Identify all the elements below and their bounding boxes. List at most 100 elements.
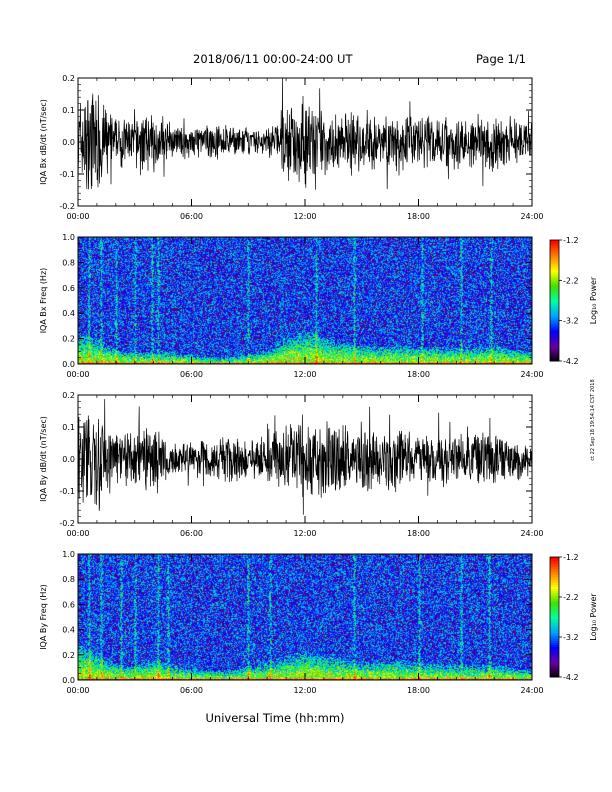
colorbar-segment: [550, 288, 559, 291]
colorbar-tick-label: -4.2: [563, 357, 579, 366]
series-line-2: [77, 399, 533, 515]
colorbar-segment: [550, 661, 559, 664]
colorbar-segment: [550, 563, 559, 566]
y-tick-label: 0.0: [62, 455, 75, 464]
x-tick-label: 00:00: [66, 370, 89, 379]
colorbar-segment: [550, 334, 559, 338]
colorbar-segment: [550, 302, 559, 306]
colorbar-segment: [550, 623, 559, 626]
y-tick-label: -0.2: [59, 519, 75, 528]
colorbar-segment: [550, 310, 559, 314]
colorbar-segment: [550, 300, 559, 304]
colorbar-segment: [550, 585, 559, 588]
colorbar-segment: [550, 292, 559, 295]
colorbar-segment: [550, 272, 559, 275]
colorbar-segment: [550, 258, 559, 261]
y-tick-label: 0.2: [62, 335, 75, 344]
colorbar-segment: [550, 565, 559, 568]
colorbar-segment: [550, 270, 559, 273]
y-tick-label: -0.1: [59, 487, 75, 496]
colorbar-segment: [550, 256, 559, 259]
x-tick-label: 06:00: [180, 529, 203, 538]
colorbar-segment: [550, 655, 559, 658]
colorbar-segment: [550, 244, 559, 247]
series-line-0: [77, 77, 533, 192]
x-tick-label: 12:00: [293, 370, 316, 379]
colorbar-segment: [550, 663, 559, 666]
axes-2: 00:00 06:00 12:00 18:00 24:00 0.2 0.1 0.0 -0.1 -0…: [39, 391, 544, 538]
colorbar-segment: [550, 314, 559, 318]
colorbar-segment: [550, 601, 559, 604]
colorbar-segment: [550, 619, 559, 622]
colorbar-segment: [550, 306, 559, 310]
y-tick-label: 0.1: [62, 106, 75, 115]
colorbar-segment: [550, 294, 559, 297]
colorbar-segment: [550, 597, 559, 600]
colorbar-segment: [550, 659, 559, 662]
colorbar-segment: [550, 575, 559, 578]
colorbar-segment: [550, 583, 559, 586]
y-tick-label: 0.4: [62, 309, 75, 318]
colorbar-segment: [550, 593, 559, 596]
colorbar-segment: [550, 262, 559, 265]
colorbar-segment: [550, 647, 559, 650]
y-tick-label: 0.4: [62, 626, 75, 635]
colorbar-segment: [550, 611, 559, 614]
colorbar-segment: [550, 324, 559, 328]
colorbar-segment: [550, 573, 559, 576]
colorbar-segment: [550, 653, 559, 656]
y-tick-label: 0.0: [62, 676, 75, 685]
colorbar-segment: [550, 633, 559, 636]
colorbar-segment: [550, 591, 559, 594]
x-tick-label: 18:00: [407, 212, 430, 221]
colorbar-segment: [550, 356, 559, 360]
colorbar-segment: [550, 603, 559, 606]
x-tick-label: 24:00: [520, 370, 543, 379]
colorbar-segment: [550, 328, 559, 332]
colorbar-tick-label: -2.2: [563, 593, 579, 602]
colorbar-segment: [550, 254, 559, 257]
page-indicator: Page 1/1: [476, 52, 527, 66]
colorbar-segment: [550, 332, 559, 336]
y-tick-label: 0.0: [62, 138, 75, 147]
y-tick-label: 0.2: [62, 651, 75, 660]
axes-1: 00:00 06:00 12:00 18:00 24:00 1.0 0.8 0.6 0.4 0.2…: [39, 233, 544, 379]
colorbar-segment: [550, 296, 559, 299]
colorbar-segment: [550, 617, 559, 620]
x-tick-label: 18:00: [407, 529, 430, 538]
colorbar-segment: [550, 649, 559, 652]
y-axis-label: IQA By dB/dt (nT/sec): [39, 416, 48, 502]
colorbar-segment: [550, 276, 559, 279]
colorbar-segment: [550, 667, 559, 670]
colorbar-segment: [550, 264, 559, 267]
colorbar-segment: [550, 613, 559, 616]
colorbar-segment: [550, 557, 559, 560]
y-tick-label: 0.8: [62, 258, 75, 267]
colorbar-segment: [550, 242, 559, 245]
x-tick-label: 06:00: [180, 370, 203, 379]
colorbar-1: -1.2 -2.2 -3.2 -4.2 Log₁₀ Power: [549, 236, 598, 366]
colorbar-segment: [550, 567, 559, 570]
colorbar-label: Log₁₀ Power: [589, 593, 598, 641]
colorbar-segment: [550, 298, 559, 301]
y-axis-label: IQA Bx dB/dt (nT/sec): [39, 99, 48, 185]
colorbar-segment: [550, 673, 559, 676]
colorbar-segment: [550, 346, 559, 350]
colorbar-segment: [550, 577, 559, 580]
colorbar-segment: [550, 587, 559, 590]
colorbar-segment: [550, 645, 559, 648]
colorbar-segment: [550, 274, 559, 277]
y-axis-label: IQA Bx Freq (Hz): [39, 268, 48, 334]
colorbar-segment: [550, 581, 559, 584]
colorbar-segment: [550, 342, 559, 346]
colorbar-segment: [550, 240, 559, 243]
y-tick-label: 0.8: [62, 575, 75, 584]
colorbar-segment: [550, 284, 559, 287]
x-tick-label: 00:00: [66, 686, 89, 695]
colorbar-segment: [550, 336, 559, 340]
x-tick-label: 12:00: [293, 212, 316, 221]
colorbar-segment: [550, 340, 559, 344]
colorbar-tick-label: -3.2: [563, 633, 579, 642]
colorbar-segment: [550, 643, 559, 646]
colorbar-segment: [550, 635, 559, 638]
